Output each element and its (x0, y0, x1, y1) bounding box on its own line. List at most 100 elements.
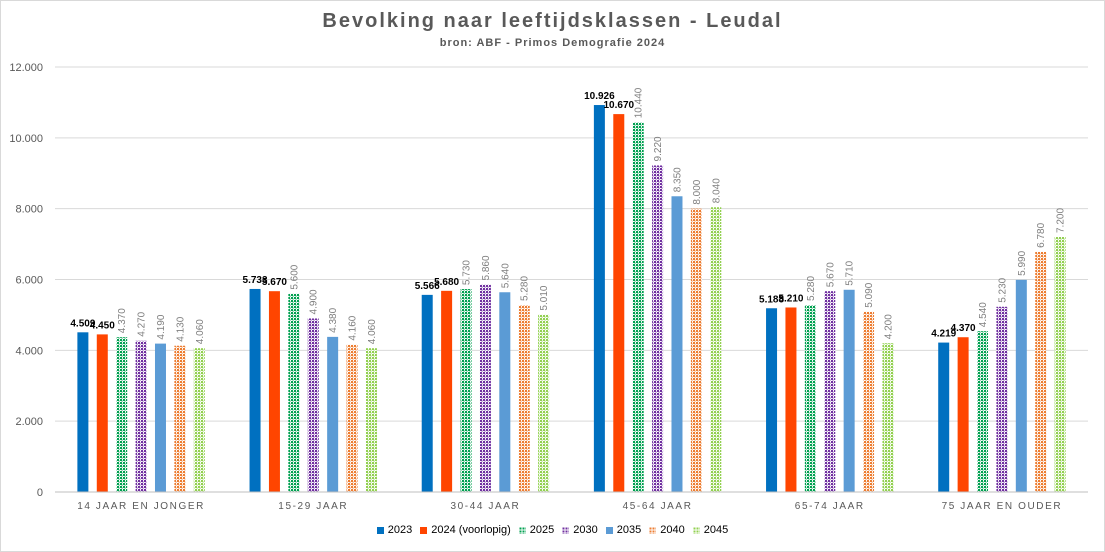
data-label: 5.640 (500, 263, 511, 288)
legend-label: 2040 (660, 524, 685, 536)
x-category-label: 45-64 JAAR (623, 501, 693, 512)
bar (154, 343, 166, 492)
y-tick-label: 12.000 (9, 62, 43, 74)
legend-item: 2030 (562, 524, 598, 536)
bar (843, 289, 855, 492)
data-label: 5.730 (462, 260, 473, 285)
bar (96, 334, 108, 492)
data-label: 10.440 (634, 87, 645, 118)
data-label: 4.540 (978, 302, 989, 327)
x-category-label: 75 JAAR EN OUDER (942, 501, 1063, 512)
legend-swatch (562, 526, 570, 534)
bar (652, 165, 664, 493)
data-label: 4.130 (175, 316, 186, 341)
data-label: 5.010 (539, 285, 550, 310)
bar (441, 290, 453, 492)
data-label: 4.060 (195, 319, 206, 344)
y-tick-label: 10.000 (9, 133, 43, 145)
data-label: 4.380 (328, 307, 339, 332)
x-category-label: 14 JAAR EN JONGER (77, 501, 205, 512)
bar (710, 207, 722, 492)
bar (249, 288, 261, 492)
bar (690, 208, 702, 492)
bar (268, 291, 280, 492)
data-label: 10.926 (584, 91, 615, 102)
bar (996, 306, 1008, 492)
data-label: 5.670 (825, 262, 836, 287)
data-label: 4.190 (156, 314, 167, 339)
legend-label: 2035 (616, 524, 642, 536)
legend-swatch (518, 526, 526, 534)
data-label: 5.990 (1017, 250, 1028, 275)
data-label: 4.370 (117, 308, 128, 333)
data-label: 4.900 (309, 289, 320, 314)
legend-swatch (605, 526, 613, 534)
bar (499, 292, 511, 492)
chart-legend: 2023 2024 (voorlopig) 2025 2030 2035 2040 2045 (0, 524, 1105, 537)
bar (1015, 279, 1027, 492)
bar (307, 318, 319, 492)
bar (938, 342, 950, 492)
bar (365, 348, 377, 492)
bar (613, 114, 625, 493)
bar (421, 294, 433, 492)
data-label: 8.040 (711, 178, 722, 203)
legend-item: 2040 (649, 524, 685, 536)
bar (538, 314, 550, 492)
bar (193, 348, 205, 492)
data-label: 5.188 (759, 294, 784, 305)
data-label: 5.600 (289, 264, 300, 289)
legend-item: 2045 (692, 524, 728, 536)
legend-label: 2024 (voorlopig) (431, 524, 511, 536)
legend-label: 2030 (573, 524, 598, 536)
legend-swatch (420, 526, 428, 534)
bar (479, 284, 491, 492)
data-label: 4.060 (367, 319, 378, 344)
bar (863, 311, 875, 492)
data-label: 5.680 (434, 277, 459, 288)
y-tick-label: 0 (37, 487, 43, 499)
bar (1054, 237, 1066, 492)
data-label: 4.450 (90, 320, 115, 331)
legend-swatch (692, 526, 700, 534)
bar (288, 293, 300, 492)
y-tick-label: 4.000 (15, 345, 43, 357)
data-label: 5.210 (778, 293, 803, 304)
data-label: 5.670 (262, 277, 287, 288)
chart-title: Bevolking naar leeftijdsklassen - Leudal (322, 10, 783, 32)
data-label: 5.280 (806, 276, 817, 301)
data-label: 5.860 (481, 255, 492, 280)
data-label: 4.270 (137, 311, 148, 336)
bar (116, 337, 128, 492)
data-label: 4.160 (348, 315, 359, 340)
data-label: 9.220 (653, 136, 664, 161)
bar (882, 343, 894, 492)
data-label: 5.733 (243, 275, 268, 286)
x-category-label: 65-74 JAAR (795, 501, 865, 512)
data-label: 4.219 (931, 329, 956, 340)
data-label: 7.200 (1056, 208, 1067, 233)
bar (977, 331, 989, 492)
data-label: 10.670 (603, 100, 634, 111)
chart-subtitle: bron: ABF - Primos Demografie 2024 (439, 37, 666, 49)
y-tick-label: 2.000 (15, 416, 43, 428)
legend-swatch (649, 526, 657, 534)
data-label: 5.090 (864, 282, 875, 307)
y-tick-label: 8.000 (15, 204, 43, 216)
legend-item: 2023 (376, 524, 412, 536)
data-label: 4.370 (951, 323, 976, 334)
data-label: 8.350 (672, 167, 683, 192)
bar (1035, 251, 1047, 492)
data-label: 5.566 (415, 281, 440, 292)
bar (632, 122, 644, 492)
data-label: 5.230 (997, 277, 1008, 302)
bar (77, 332, 89, 492)
y-tick-label: 6.000 (15, 275, 43, 287)
bar (327, 336, 339, 492)
bar (346, 344, 358, 492)
data-label: 5.280 (520, 276, 531, 301)
bar (518, 305, 530, 492)
legend-item: 2024 (voorlopig) (420, 524, 511, 536)
bar (766, 308, 778, 492)
